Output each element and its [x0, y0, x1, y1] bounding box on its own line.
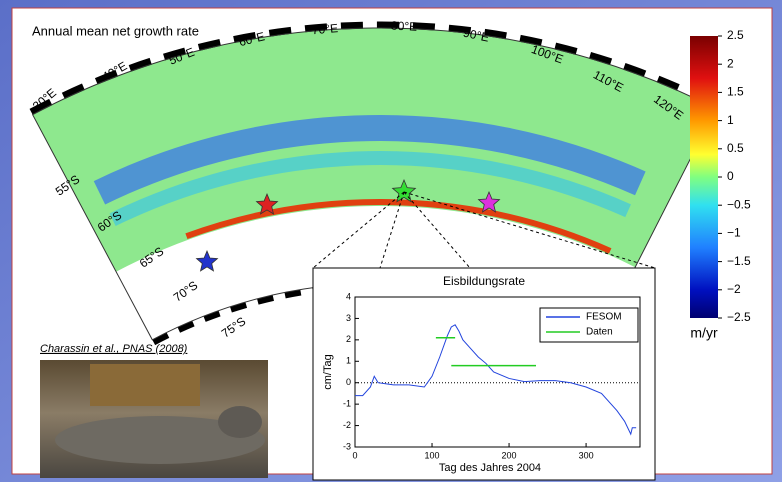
y-tick-label: 0 — [346, 377, 351, 387]
colorbar-tick-label: 2 — [727, 56, 734, 70]
colorbar — [690, 36, 718, 318]
legend-label: FESOM — [586, 312, 622, 323]
colorbar-tick-label: −1 — [727, 226, 741, 240]
longitude-label: 70°E — [311, 21, 338, 37]
y-tick-label: -2 — [343, 420, 351, 430]
photo-seal-head — [218, 406, 262, 438]
y-tick-label: -3 — [343, 441, 351, 451]
colorbar-tick-label: −1.5 — [727, 254, 751, 268]
citation: Charassin et al., PNAS (2008) — [40, 343, 188, 355]
legend-label: Daten — [586, 327, 613, 338]
colorbar-tick-label: 1 — [727, 113, 734, 127]
chart-title: Eisbildungsrate — [443, 274, 525, 288]
inset-chart — [313, 268, 655, 480]
photo — [40, 360, 268, 478]
y-tick-label: 4 — [346, 291, 351, 301]
longitude-label: 80°E — [391, 18, 418, 33]
y-tick-label: 1 — [346, 356, 351, 366]
colorbar-tick-label: 0 — [727, 169, 734, 183]
slide: 30°E40°E50°E60°E70°E80°E90°E100°E110°E12… — [0, 0, 782, 482]
x-axis-label: Tag des Jahres 2004 — [439, 462, 541, 474]
colorbar-tick-label: −2.5 — [727, 310, 751, 324]
colorbar-tick-label: 0.5 — [727, 141, 744, 155]
y-tick-label: -1 — [343, 399, 351, 409]
colorbar-tick-label: 1.5 — [727, 85, 744, 99]
x-tick-label: 200 — [502, 450, 517, 460]
x-tick-label: 100 — [425, 450, 440, 460]
y-tick-label: 2 — [346, 334, 351, 344]
colorbar-unit: m/yr — [690, 325, 718, 341]
colorbar-tick-label: −0.5 — [727, 197, 751, 211]
colorbar-tick-label: −2 — [727, 282, 741, 296]
x-tick-label: 0 — [352, 450, 357, 460]
y-axis-label: cm/Tag — [322, 354, 334, 389]
colorbar-tick-label: 2.5 — [727, 28, 744, 42]
slide-title: Annual mean net growth rate — [32, 23, 199, 38]
y-tick-label: 3 — [346, 313, 351, 323]
x-tick-label: 300 — [579, 450, 594, 460]
photo-crate — [90, 364, 200, 406]
